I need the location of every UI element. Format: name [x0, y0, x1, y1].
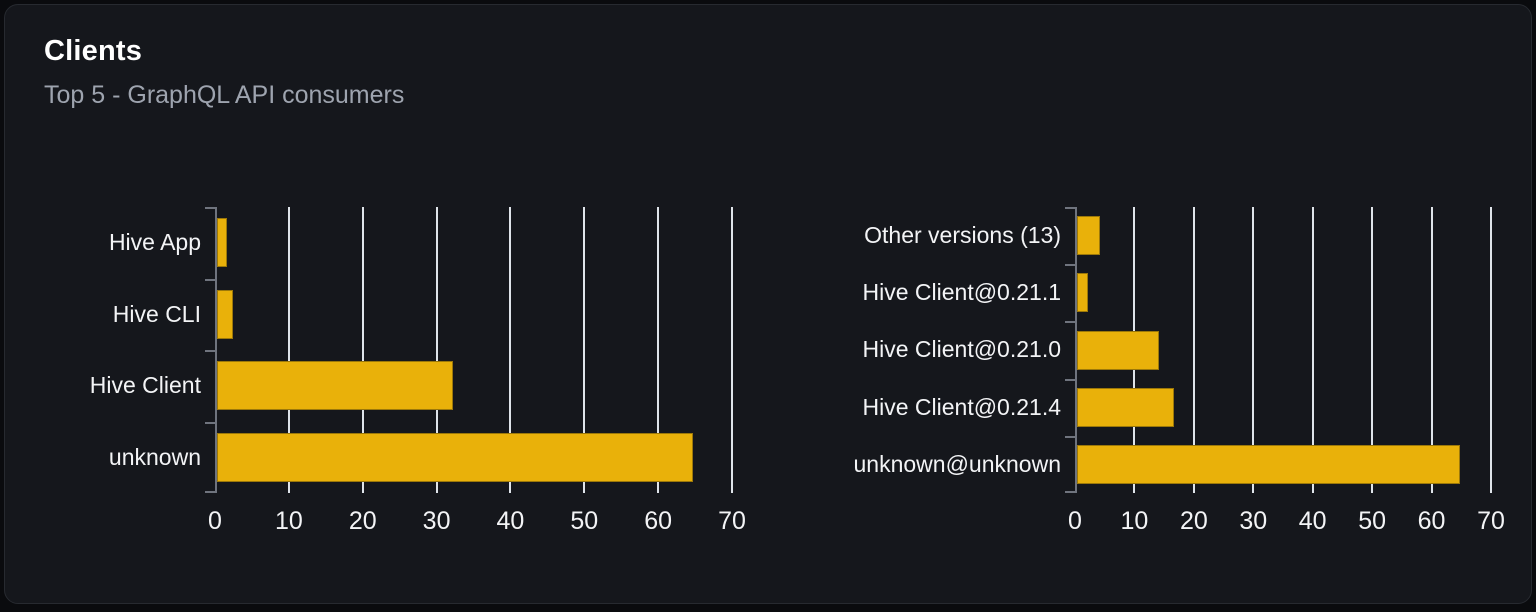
y-axis-tick	[205, 491, 215, 493]
y-axis-tick	[205, 350, 215, 352]
x-axis-spacer	[81, 507, 215, 539]
category-axis-left-chart: Hive App Hive CLI Hive Client unknown	[81, 207, 201, 493]
category-axis-right-chart: Other versions (13) Hive Client@0.21.1 Hiv…	[851, 207, 1061, 493]
y-axis-line	[215, 207, 217, 493]
x-tick-label-70: 70	[718, 507, 746, 535]
y-axis-tick	[205, 421, 215, 424]
x-tick-label-40: 40	[1298, 507, 1327, 535]
category-label-hive-client: Hive Client	[89, 372, 201, 399]
page-title: Clients	[44, 35, 143, 67]
x-tick-label-30: 30	[422, 507, 451, 535]
x-axis-right-chart: 0 10 20 30 40 50 60 70	[851, 507, 1505, 539]
gridline-20	[1192, 207, 1195, 493]
bar-unknown-unknown	[1077, 444, 1461, 484]
gridline-50	[1371, 207, 1374, 493]
gridline-60	[1430, 207, 1433, 493]
bar-hive-client-0-21-0	[1077, 330, 1159, 370]
bar-hive-app	[217, 218, 228, 268]
y-axis-line	[1075, 207, 1077, 493]
x-tick-label-50: 50	[1358, 507, 1387, 535]
y-axis-tick	[205, 278, 215, 281]
y-axis-tick	[1065, 435, 1075, 438]
clients-card: Clients Top 5 - GraphQL API consumers Hi…	[4, 4, 1532, 604]
gridline-30	[435, 207, 438, 493]
gridline-40	[509, 207, 512, 493]
gridline-30	[1252, 207, 1255, 493]
x-tick-label-20: 20	[348, 507, 377, 535]
category-label-unknown-unknown: unknown@unknown	[853, 450, 1061, 477]
category-label-other-versions-13: Other versions (13)	[864, 222, 1061, 249]
bar-hive-cli	[217, 289, 233, 339]
card-header: Clients Top 5 - GraphQL API consumers	[44, 35, 404, 110]
x-tick-label-70: 70	[1477, 507, 1505, 535]
bar-unknown	[217, 432, 694, 482]
x-tick-label-40: 40	[496, 507, 525, 535]
client-versions-bar-chart: Other versions (13) Hive Client@0.21.1 Hiv…	[851, 207, 1505, 539]
gridline-70	[731, 207, 734, 493]
bar-hive-client-0-21-4	[1077, 387, 1174, 427]
y-axis-tick	[1065, 491, 1075, 493]
x-axis-tick-labels: 0 10 20 30 40 50 60 70	[208, 507, 746, 539]
x-tick-label-50: 50	[570, 507, 599, 535]
category-label-hive-app: Hive App	[108, 229, 201, 256]
x-tick-label-20: 20	[1179, 507, 1208, 535]
gridline-20	[361, 207, 364, 493]
clients-bar-chart: Hive App Hive CLI Hive Client unknown 0 10 20…	[81, 207, 746, 539]
plot-area-left-chart	[205, 207, 742, 493]
page-subtitle: Top 5 - GraphQL API consumers	[44, 81, 405, 109]
category-label-hive-client-0-21-0: Hive Client@0.21.0	[862, 336, 1062, 363]
gridline-40	[1311, 207, 1314, 493]
category-label-hive-client-0-21-4: Hive Client@0.21.4	[862, 393, 1062, 420]
x-axis-left-chart: 0 10 20 30 40 50 60 70	[81, 507, 746, 539]
gridline-10	[287, 207, 290, 493]
category-label-unknown: unknown	[108, 443, 201, 470]
bar-hive-client-0-21-1	[1077, 273, 1088, 313]
gridline-50	[583, 207, 586, 493]
x-axis-tick-labels: 0 10 20 30 40 50 60 70	[1068, 507, 1505, 539]
plot-area-right-chart	[1065, 207, 1499, 493]
y-axis-tick	[1065, 321, 1075, 324]
x-tick-label-60: 60	[644, 507, 673, 535]
x-tick-label-60: 60	[1417, 507, 1446, 535]
x-tick-label-0: 0	[1068, 507, 1082, 535]
x-tick-label-30: 30	[1239, 507, 1268, 535]
gridline-60	[657, 207, 660, 493]
y-axis-tick	[1065, 207, 1075, 209]
category-label-hive-client-0-21-1: Hive Client@0.21.1	[862, 279, 1062, 306]
bar-hive-client	[217, 361, 454, 411]
y-axis-tick	[1065, 264, 1075, 267]
y-axis-tick	[205, 207, 215, 209]
x-axis-spacer	[851, 507, 1075, 539]
x-tick-label-10: 10	[1120, 507, 1149, 535]
bar-other-versions-13	[1077, 216, 1101, 256]
x-tick-label-10: 10	[274, 507, 303, 535]
category-label-hive-cli: Hive CLI	[112, 300, 201, 327]
y-axis-tick	[1065, 378, 1075, 381]
gridline-70	[1489, 207, 1492, 493]
x-tick-label-0: 0	[208, 507, 222, 535]
